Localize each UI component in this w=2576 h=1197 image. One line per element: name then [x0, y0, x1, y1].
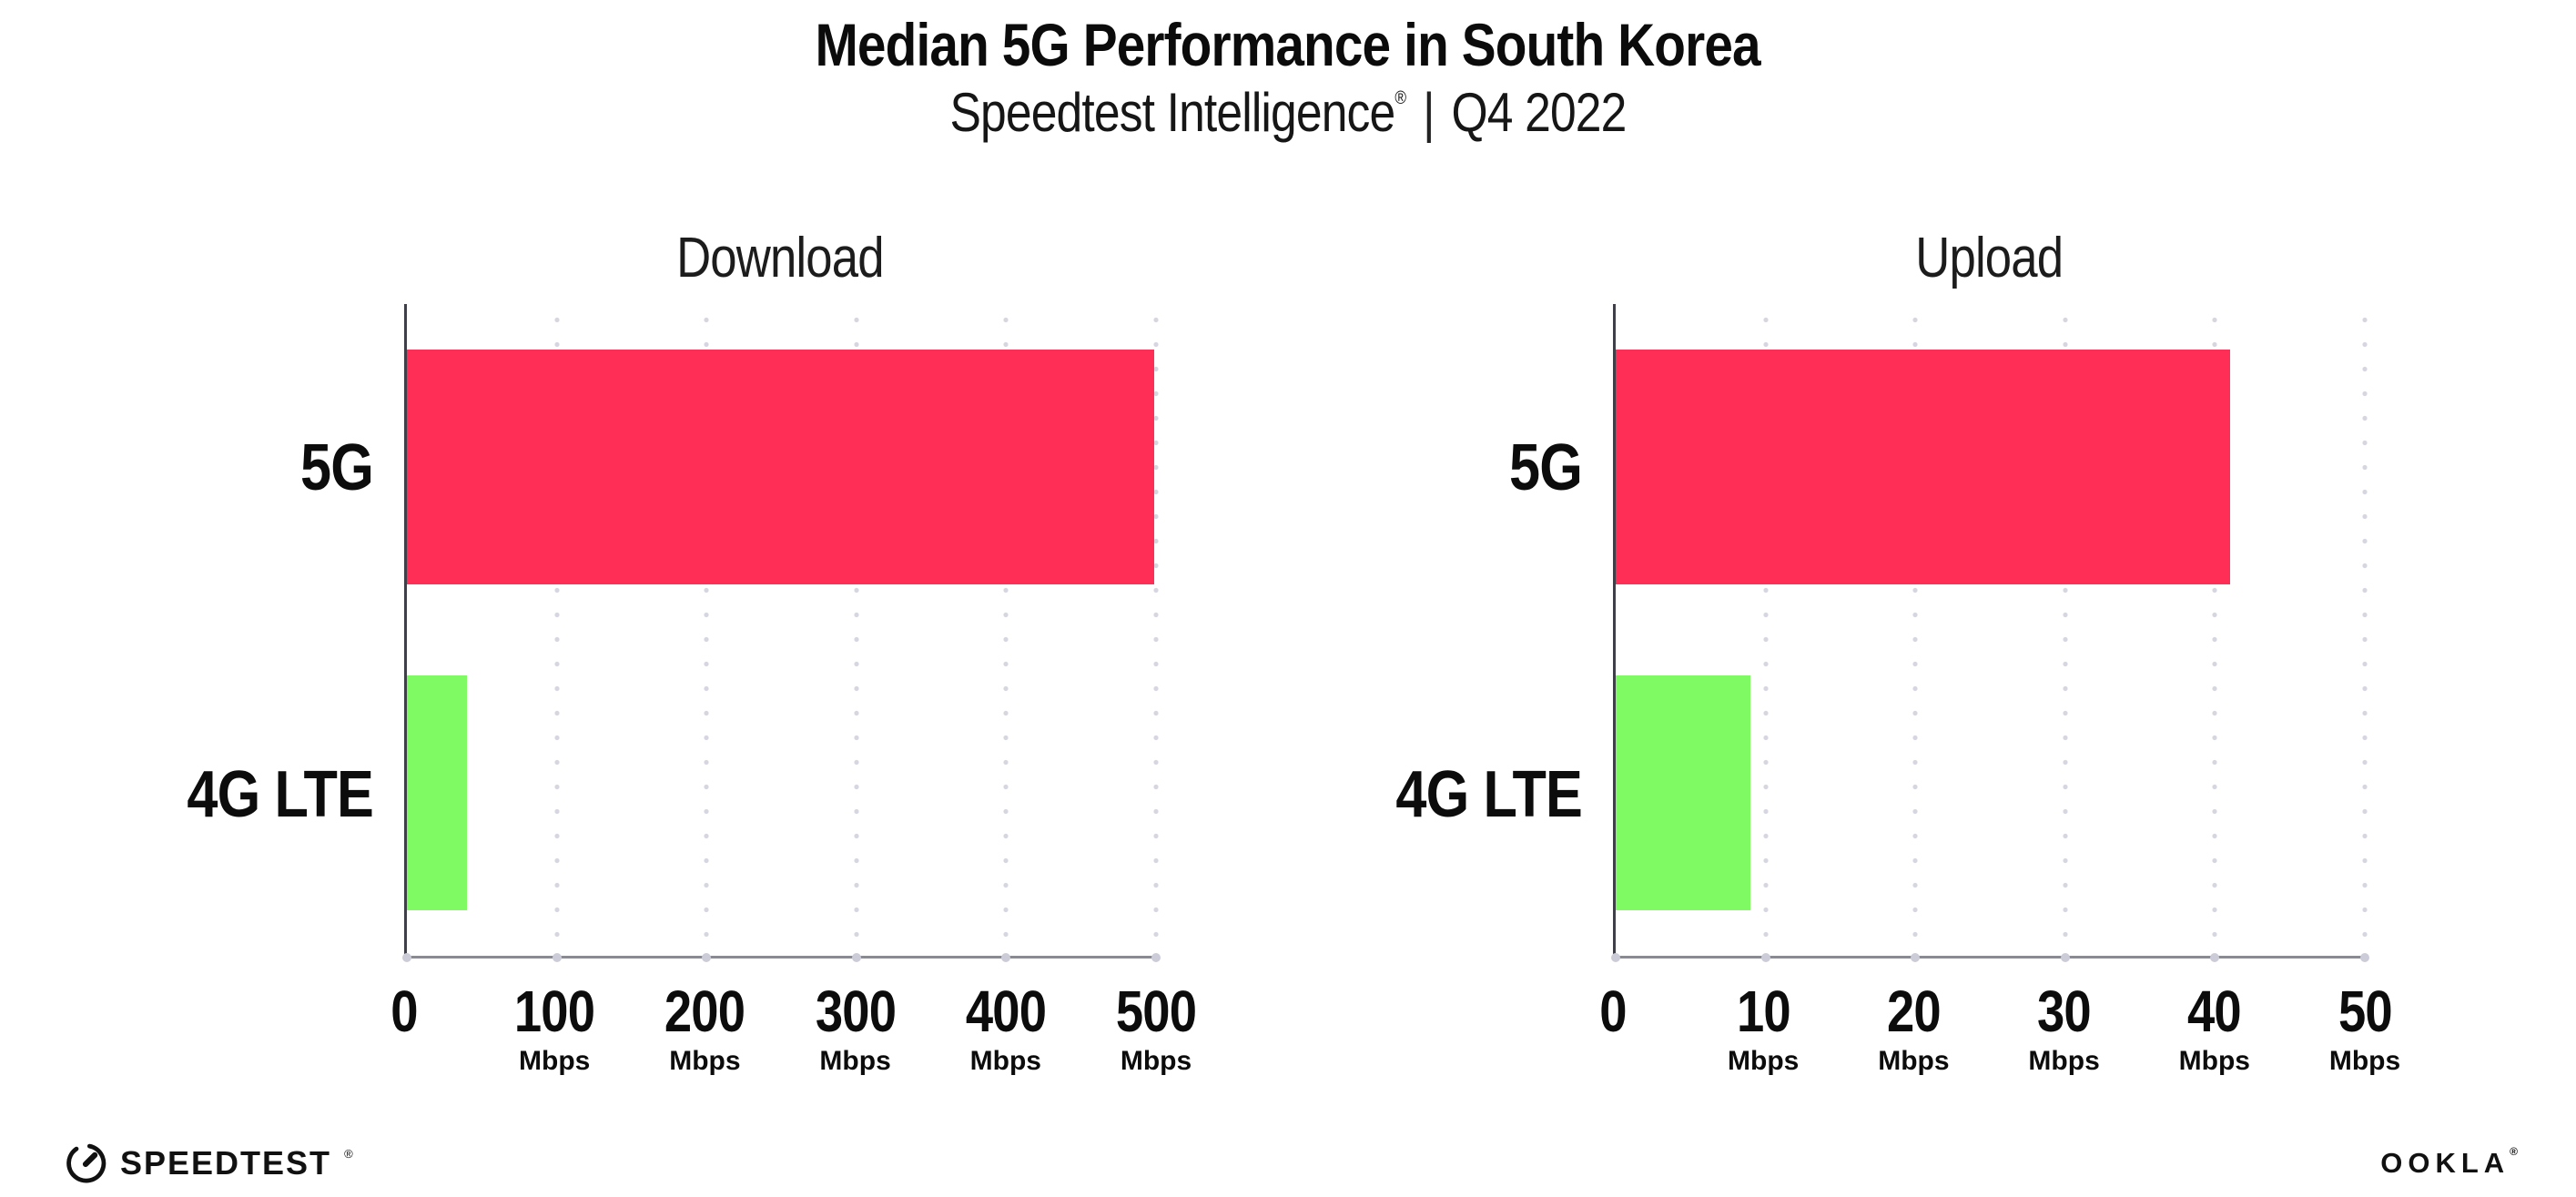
axis-tick-dot-20: [1911, 953, 1921, 963]
x-tick-unit: Mbps: [2328, 1046, 2401, 1077]
x-tick-400: 400 Mbps: [958, 982, 1053, 1075]
speedtest-wordmark: SPEEDTEST: [120, 1144, 332, 1182]
bar-5g: [1616, 350, 2230, 585]
bar-4g-lte: [407, 675, 467, 911]
x-tick-50: 50 Mbps: [2329, 982, 2400, 1075]
x-tick-value: 50: [2338, 979, 2393, 1045]
gridline-300: [854, 304, 859, 957]
x-tick-unit: Mbps: [2178, 1046, 2250, 1077]
gridline-200: [704, 304, 709, 957]
x-tick-unit: Mbps: [819, 1046, 891, 1077]
x-tick-40: 40 Mbps: [2179, 982, 2250, 1075]
category-label-5g: 5G: [300, 431, 374, 504]
axis-tick-dot-500: [1151, 953, 1161, 963]
ookla-registered-mark: ®: [2510, 1144, 2518, 1158]
upload-plot-area: [1611, 304, 2369, 963]
upload-panel-title: Upload: [1915, 227, 2064, 289]
x-tick-300: 300 Mbps: [808, 982, 903, 1075]
axis-tick-dot-40: [2210, 953, 2220, 963]
subtitle-divider: |: [1423, 82, 1435, 144]
x-tick-0: 0: [1597, 982, 1629, 1040]
header: Median 5G Performance in South Korea Spe…: [0, 11, 2576, 143]
x-tick-value: 300: [815, 979, 896, 1045]
category-band-5g: [407, 304, 1156, 630]
bar-4g-lte: [1616, 675, 1751, 911]
x-tick-value: 100: [514, 979, 595, 1045]
speedtest-registered-mark: ®: [344, 1147, 353, 1161]
x-tick-20: 20 Mbps: [1878, 982, 1949, 1075]
x-tick-value: 0: [390, 979, 418, 1045]
category-band-5g: [1616, 304, 2365, 630]
x-tick-unit: Mbps: [969, 1046, 1041, 1077]
footer: SPEEDTEST ® OOKLA®: [66, 1142, 2518, 1184]
subtitle-text: Speedtest Intelligence® | Q4 2022: [949, 82, 1628, 144]
x-tick-unit: Mbps: [519, 1046, 591, 1077]
x-tick-unit: Mbps: [669, 1046, 741, 1077]
speedtest-logo: SPEEDTEST ®: [66, 1142, 353, 1184]
x-tick-unit: Mbps: [1878, 1046, 1950, 1077]
download-chart: Download 5G 4G LTE 0 100 Mbps 200 Mbps 300 Mbps…: [131, 227, 1197, 1104]
x-tick-value: 200: [664, 979, 745, 1045]
download-x-axis: 0 100 Mbps 200 Mbps 300 Mbps 400 Mbps 500 Mbps: [390, 959, 1197, 1104]
x-tick-0: 0: [389, 982, 421, 1040]
x-tick-value: 40: [2187, 979, 2242, 1045]
ookla-logo: OOKLA®: [2380, 1144, 2518, 1180]
charts-row: Download 5G 4G LTE 0 100 Mbps 200 Mbps 300 Mbps…: [131, 227, 2400, 1104]
upload-x-axis: 0 10 Mbps 20 Mbps 30 Mbps 40 Mbps 50 Mbps: [1599, 959, 2400, 1104]
download-plot-area: [402, 304, 1161, 963]
x-tick-unit: Mbps: [2028, 1046, 2100, 1077]
x-tick-value: 30: [2037, 979, 2092, 1045]
ookla-wordmark: OOKLA: [2380, 1147, 2510, 1179]
speedtest-gauge-icon: [66, 1143, 106, 1183]
subtitle-period: Q4 2022: [1451, 82, 1628, 144]
registered-mark: ®: [1394, 88, 1406, 109]
gridline-50: [2362, 304, 2368, 957]
category-band-4g-lte: [407, 630, 1156, 956]
axis-tick-dot-10: [1760, 953, 1770, 963]
x-tick-value: 400: [965, 979, 1047, 1045]
x-tick-value: 10: [1736, 979, 1791, 1045]
x-tick-value: 20: [1886, 979, 1942, 1045]
upload-chart: Upload 5G 4G LTE 0 10 Mbps 20 Mbps 30 Mbps 40 Mbp…: [1340, 227, 2400, 1104]
gridline-400: [1003, 304, 1009, 957]
bar-5g: [407, 350, 1155, 585]
gridline-500: [1153, 304, 1159, 957]
x-tick-100: 100 Mbps: [507, 982, 602, 1075]
download-panel-title: Download: [676, 227, 884, 289]
x-tick-500: 500 Mbps: [1109, 982, 1203, 1075]
x-tick-30: 30 Mbps: [2028, 982, 2099, 1075]
page-subtitle: Speedtest Intelligence® | Q4 2022: [0, 83, 2576, 143]
x-tick-value: 0: [1599, 979, 1627, 1045]
category-label-4g-lte: 4G LTE: [187, 758, 373, 832]
gridline-20: [1912, 304, 1918, 957]
x-tick-10: 10 Mbps: [1728, 982, 1799, 1075]
axis-tick-dot-0: [402, 953, 411, 963]
x-tick-value: 500: [1115, 979, 1197, 1045]
category-band-4g-lte: [1616, 630, 2365, 956]
category-label-5g: 5G: [1509, 431, 1583, 504]
x-tick-unit: Mbps: [1728, 1046, 1800, 1077]
gridline-100: [554, 304, 560, 957]
axis-tick-dot-400: [1001, 953, 1011, 963]
page-title: Median 5G Performance in South Korea: [0, 11, 2576, 78]
subtitle-brand: Speedtest Intelligence: [949, 82, 1395, 144]
axis-tick-dot-300: [851, 953, 861, 963]
x-tick-unit: Mbps: [1120, 1046, 1192, 1077]
gridline-30: [2063, 304, 2068, 957]
axis-tick-dot-0: [1611, 953, 1620, 963]
gridline-40: [2212, 304, 2217, 957]
gridline-10: [1763, 304, 1769, 957]
page-title-text: Median 5G Performance in South Korea: [815, 11, 1761, 78]
axis-tick-dot-100: [552, 953, 562, 963]
axis-tick-dot-30: [2060, 953, 2070, 963]
axis-tick-dot-50: [2360, 953, 2369, 963]
upload-category-labels: 5G 4G LTE: [1340, 304, 1613, 959]
category-label-4g-lte: 4G LTE: [1395, 758, 1582, 832]
axis-tick-dot-200: [702, 953, 712, 963]
x-tick-200: 200 Mbps: [658, 982, 753, 1075]
download-category-labels: 5G 4G LTE: [131, 304, 404, 959]
